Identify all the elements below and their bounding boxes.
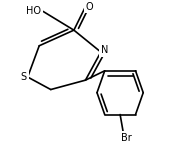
Text: O: O <box>86 2 93 12</box>
Text: Br: Br <box>120 133 131 143</box>
Text: S: S <box>21 72 27 82</box>
Text: N: N <box>101 45 108 55</box>
Text: HO: HO <box>26 6 41 16</box>
